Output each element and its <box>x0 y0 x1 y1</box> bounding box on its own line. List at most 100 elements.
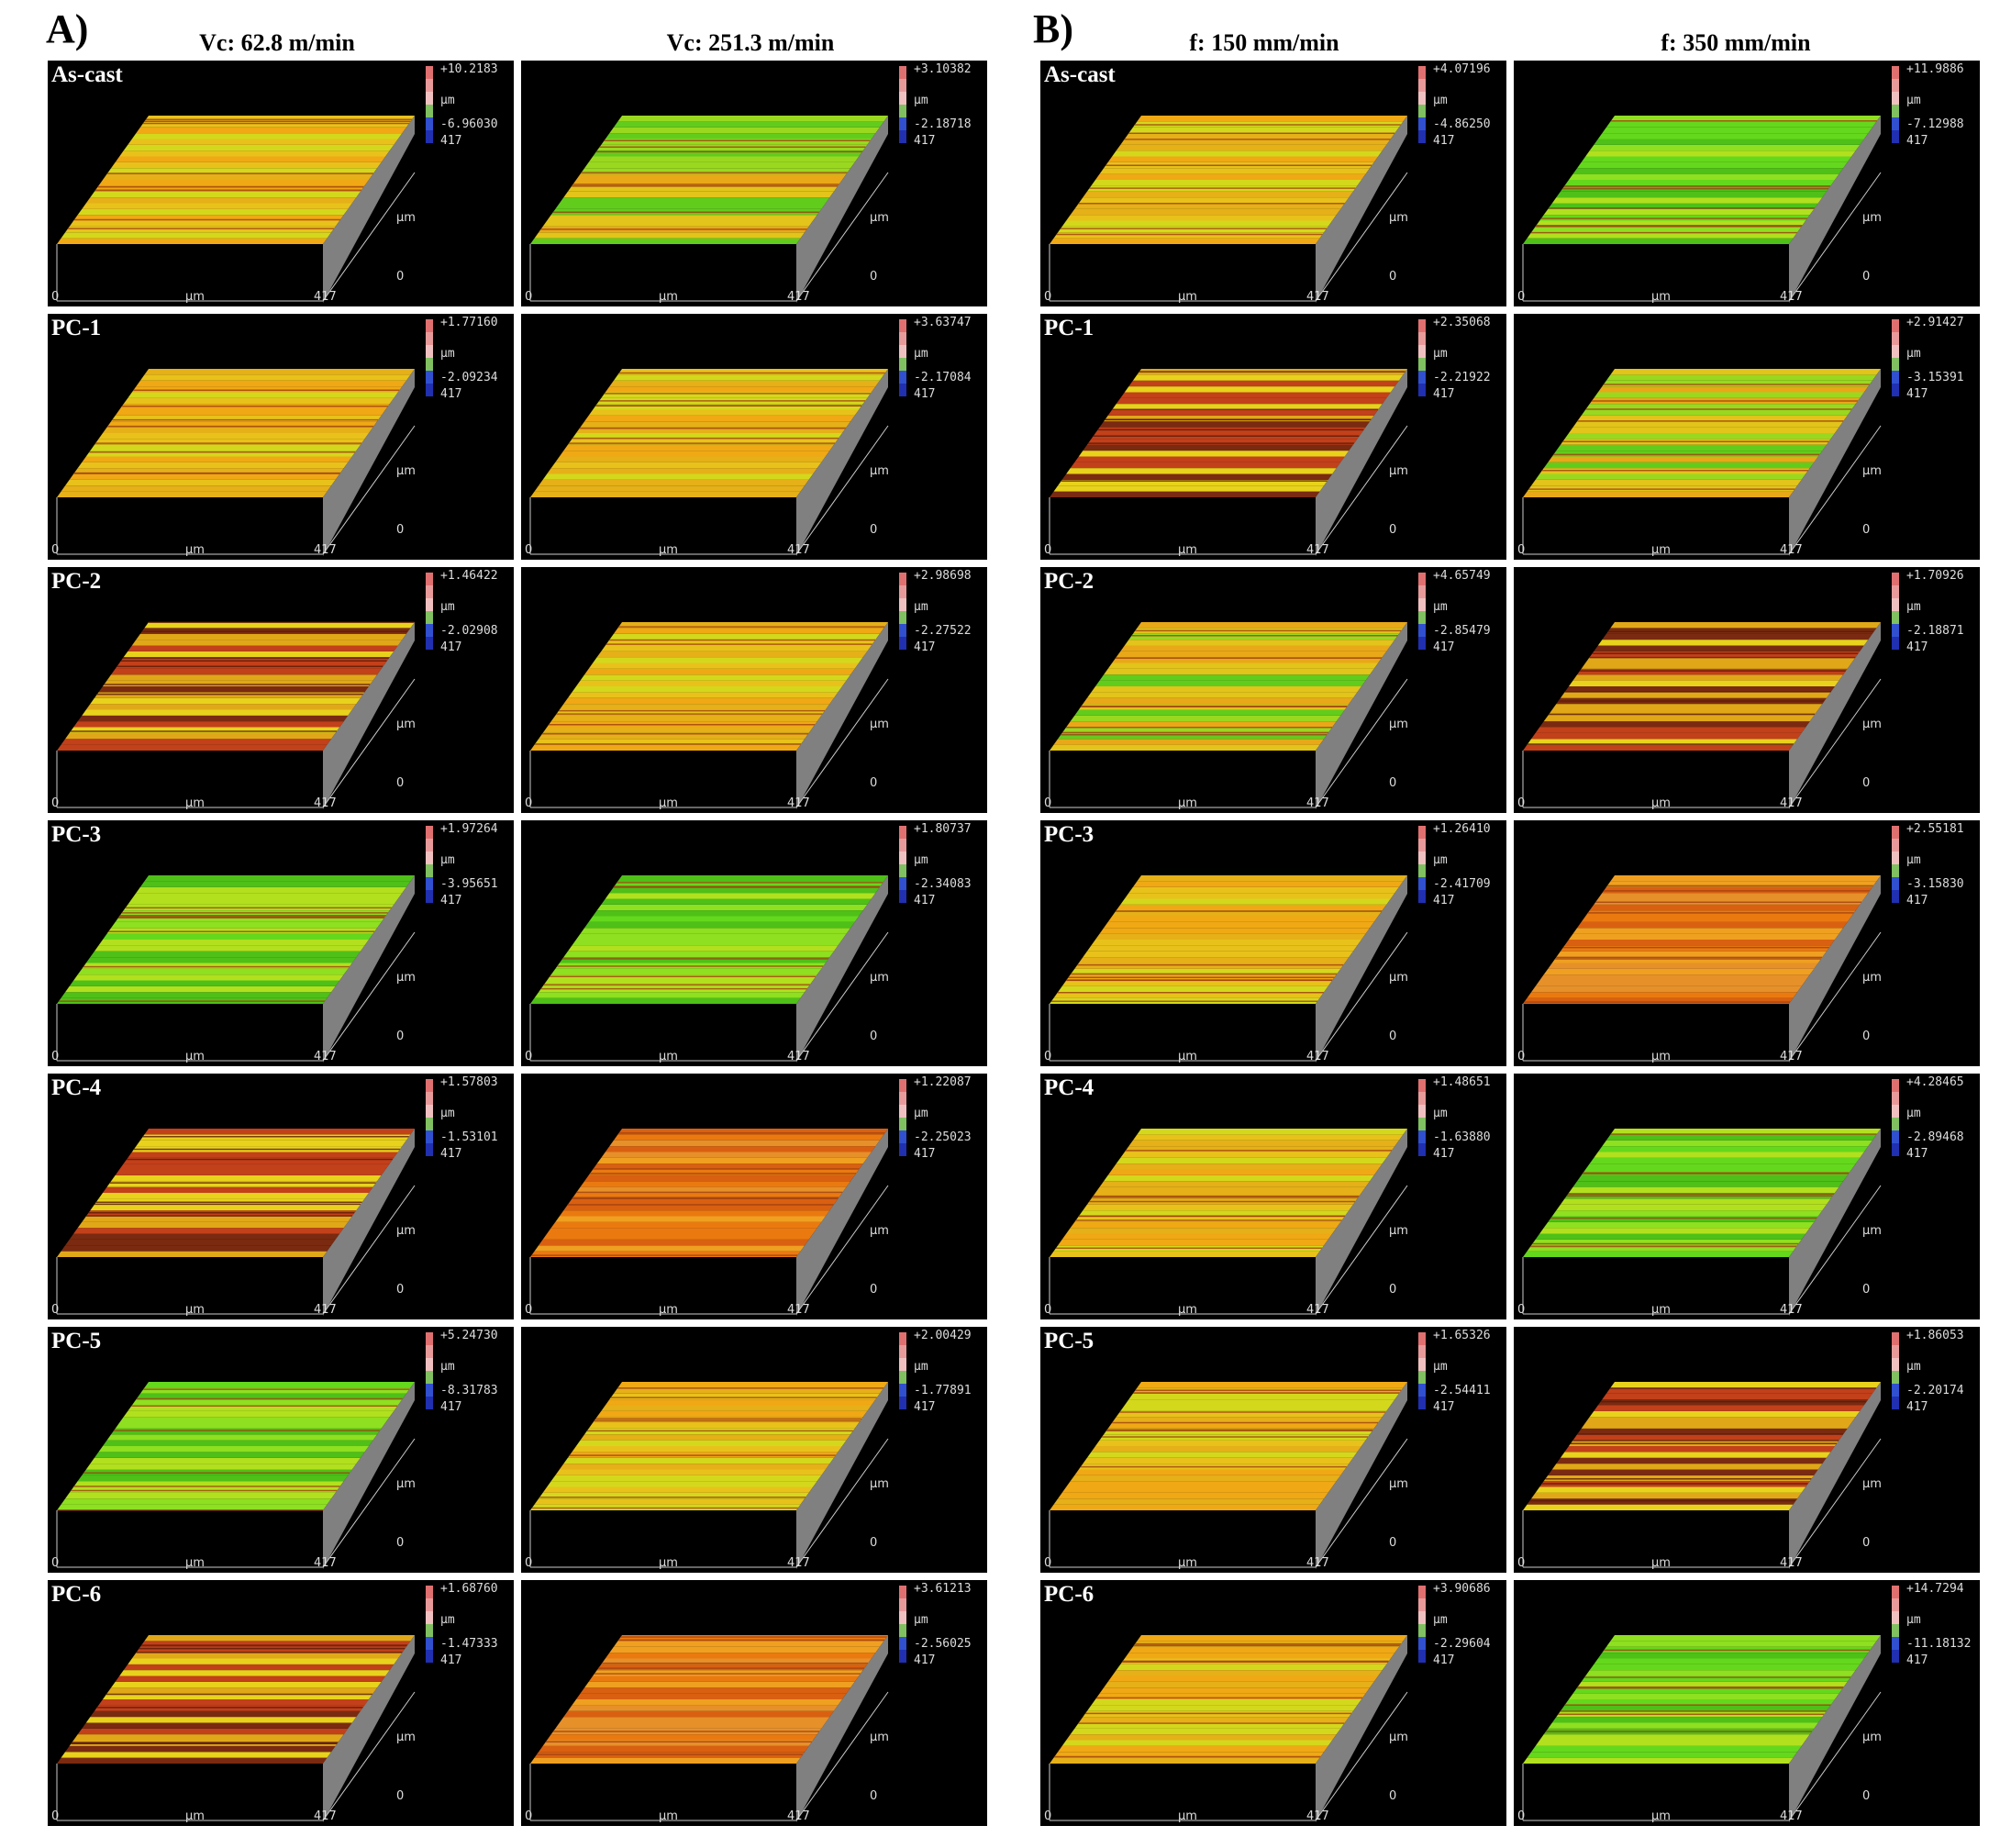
x-axis-unit: μm <box>1178 543 1197 557</box>
x-axis-unit: μm <box>1651 1050 1671 1063</box>
sample-label: PC-5 <box>51 1329 102 1353</box>
surface-map: +4.28465 μm -2.89468 417 μm 0 0 μm 417 <box>1514 1074 1980 1319</box>
x-axis-unit: μm <box>1651 1556 1671 1570</box>
surface-map: PC-1 +1.77160 μm -2.09234 417 μm 0 0 μm 417 <box>48 314 514 560</box>
y-extent: 417 <box>440 894 462 907</box>
height-unit: μm <box>1906 347 1921 361</box>
x-axis-zero: 0 <box>51 290 60 304</box>
y-axis-unit: μm <box>870 1477 889 1491</box>
x-axis-extent: 417 <box>1780 1809 1803 1823</box>
x-axis-extent: 417 <box>1306 1809 1329 1823</box>
surface-map: PC-4 +1.48651 μm -1.63880 417 μm 0 0 μm 417 <box>1040 1074 1506 1319</box>
y-axis-zero: 0 <box>396 776 405 790</box>
y-extent: 417 <box>1433 1147 1455 1161</box>
height-min: -2.17084 <box>914 371 972 384</box>
x-axis-extent: 417 <box>1780 290 1803 304</box>
y-axis-zero: 0 <box>1389 1283 1397 1297</box>
y-axis-unit: μm <box>1389 1731 1408 1744</box>
x-axis-unit: μm <box>659 1050 678 1063</box>
x-axis-extent: 417 <box>787 1050 810 1063</box>
height-min: -2.34083 <box>914 877 972 891</box>
surface-map: +2.91427 μm -3.15391 417 μm 0 0 μm 417 <box>1514 314 1980 560</box>
x-axis-zero: 0 <box>1044 1050 1052 1063</box>
height-unit: μm <box>1906 1613 1921 1627</box>
y-axis-zero: 0 <box>870 1536 878 1550</box>
surface-plot <box>529 1332 906 1569</box>
y-axis-zero: 0 <box>1389 1789 1397 1803</box>
x-axis-zero: 0 <box>51 543 60 557</box>
x-axis-unit: μm <box>1651 543 1671 557</box>
y-extent: 417 <box>440 640 462 654</box>
x-axis-unit: μm <box>185 796 205 810</box>
surface-plot <box>529 66 906 303</box>
y-axis-unit: μm <box>396 1224 416 1238</box>
height-max: +2.00429 <box>914 1329 972 1342</box>
height-unit: μm <box>914 1107 928 1120</box>
y-extent: 417 <box>440 387 462 401</box>
surface-map: +11.9886 μm -7.12988 417 μm 0 0 μm 417 <box>1514 61 1980 306</box>
height-max: +1.80737 <box>914 822 972 836</box>
panel-letter: A) <box>46 6 89 51</box>
y-extent: 417 <box>1433 134 1455 148</box>
surface-map: +14.7294 μm -11.18132 417 μm 0 0 μm 417 <box>1514 1580 1980 1826</box>
surface-plot <box>529 826 906 1063</box>
x-axis-extent: 417 <box>314 543 337 557</box>
sample-label: PC-3 <box>51 822 102 847</box>
x-axis-unit: μm <box>1178 290 1197 304</box>
surface-map: PC-5 +5.24730 μm -8.31783 417 μm 0 0 μm 417 <box>48 1327 514 1573</box>
y-extent: 417 <box>1433 1653 1455 1667</box>
x-axis-extent: 417 <box>787 290 810 304</box>
y-axis-zero: 0 <box>1862 523 1871 537</box>
surface-plot <box>1522 826 1899 1063</box>
height-min: -4.86250 <box>1433 117 1491 131</box>
x-axis-extent: 417 <box>314 1050 337 1063</box>
x-axis-unit: μm <box>659 1303 678 1317</box>
surface-map: +3.63747 μm -2.17084 417 μm 0 0 μm 417 <box>521 314 987 560</box>
surface-plot <box>529 1586 906 1822</box>
surface-map: +3.61213 μm -2.56025 417 μm 0 0 μm 417 <box>521 1580 987 1826</box>
x-axis-extent: 417 <box>1780 796 1803 810</box>
surface-plot <box>56 1586 433 1822</box>
height-unit: μm <box>1906 1107 1921 1120</box>
x-axis-zero: 0 <box>525 796 533 810</box>
surface-plot <box>1049 1586 1426 1822</box>
panel-letter: B) <box>1033 6 1073 51</box>
x-axis-extent: 417 <box>1780 543 1803 557</box>
column-header: Vc: 251.3 m/min <box>666 29 835 56</box>
y-extent: 417 <box>914 894 936 907</box>
x-axis-zero: 0 <box>1044 1303 1052 1317</box>
height-min: -1.63880 <box>1433 1130 1491 1144</box>
surface-plot <box>1522 1079 1899 1316</box>
y-axis-zero: 0 <box>870 776 878 790</box>
height-min: -1.53101 <box>440 1130 498 1144</box>
sample-label: As-cast <box>51 62 123 87</box>
height-unit: μm <box>440 94 455 107</box>
surface-plot <box>56 1079 433 1316</box>
x-axis-unit: μm <box>1178 1050 1197 1063</box>
x-axis-unit: μm <box>1178 1809 1197 1823</box>
height-max: +3.61213 <box>914 1582 972 1596</box>
x-axis-unit: μm <box>659 1556 678 1570</box>
height-unit: μm <box>1906 94 1921 107</box>
y-axis-zero: 0 <box>1862 1283 1871 1297</box>
x-axis-unit: μm <box>185 1050 205 1063</box>
y-axis-unit: μm <box>396 1731 416 1744</box>
y-axis-zero: 0 <box>396 1030 405 1043</box>
y-extent: 417 <box>1433 1400 1455 1414</box>
column-header: f: 150 mm/min <box>1189 29 1339 56</box>
surface-map: PC-6 +3.90686 μm -2.29604 417 μm 0 0 μm 417 <box>1040 1580 1506 1826</box>
x-axis-zero: 0 <box>1517 1303 1526 1317</box>
x-axis-extent: 417 <box>314 290 337 304</box>
y-extent: 417 <box>1433 640 1455 654</box>
x-axis-extent: 417 <box>1306 1556 1329 1570</box>
height-min: -2.25023 <box>914 1130 972 1144</box>
x-axis-zero: 0 <box>525 290 533 304</box>
surface-plot <box>1522 573 1899 809</box>
x-axis-zero: 0 <box>1517 1809 1526 1823</box>
x-axis-extent: 417 <box>1306 796 1329 810</box>
surface-map: +1.80737 μm -2.34083 417 μm 0 0 μm 417 <box>521 820 987 1066</box>
column-header: f: 350 mm/min <box>1661 29 1811 56</box>
height-unit: μm <box>1433 1107 1448 1120</box>
y-extent: 417 <box>440 1653 462 1667</box>
height-max: +10.2183 <box>440 62 498 76</box>
